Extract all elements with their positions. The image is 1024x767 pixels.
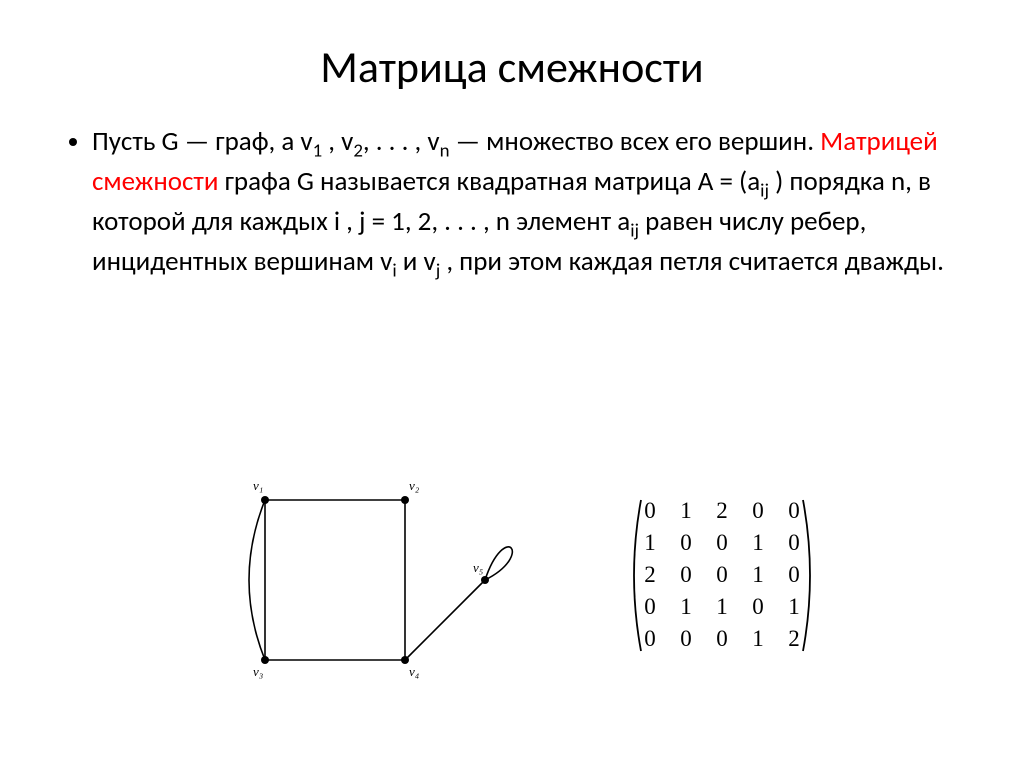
right-paren-icon xyxy=(801,498,819,653)
left-paren-icon xyxy=(625,498,643,653)
text-frag: Пусть G — граф, а v xyxy=(92,125,313,158)
matrix-cell: 0 xyxy=(679,626,693,652)
matrix-cell: 1 xyxy=(751,626,765,652)
graph-node-label: v₅ xyxy=(473,560,483,575)
graph-diagram: v₁ v₂ v₃ v₄ v₅ xyxy=(205,460,545,690)
graph-node xyxy=(401,656,409,664)
graph-node xyxy=(401,496,409,504)
matrix-cell: 0 xyxy=(679,562,693,588)
text-frag: , при этом каждая петля считается дважды… xyxy=(440,245,944,278)
matrix-cell: 1 xyxy=(751,530,765,556)
matrix-cell: 0 xyxy=(643,594,657,620)
text-frag: , . . . , v xyxy=(363,125,440,158)
matrix-cell: 0 xyxy=(715,562,729,588)
matrix-cell: 0 xyxy=(751,498,765,524)
definition-bullet: Пусть G — граф, а v1 , v2, . . . , vn — … xyxy=(92,124,964,284)
graph-node xyxy=(261,656,269,664)
graph-edge xyxy=(485,547,512,580)
matrix-cell: 0 xyxy=(787,530,801,556)
matrix-cell: 1 xyxy=(679,594,693,620)
graph-edge xyxy=(405,580,485,660)
slide-title: Матрица смежности xyxy=(60,40,964,94)
matrix-cell: 0 xyxy=(715,626,729,652)
sub: 1 xyxy=(313,139,323,162)
matrix-cell: 0 xyxy=(643,626,657,652)
matrix-grid: 0120010010200100110100012 xyxy=(643,498,801,652)
graph-node xyxy=(261,496,269,504)
text-frag: , v xyxy=(322,125,353,158)
graph-node-label: v₃ xyxy=(253,664,263,679)
matrix-cell: 2 xyxy=(643,562,657,588)
matrix-cell: 2 xyxy=(715,498,729,524)
sub: n xyxy=(440,139,450,162)
matrix-cell: 0 xyxy=(787,498,801,524)
matrix-cell: 1 xyxy=(751,562,765,588)
body-list: Пусть G — граф, а v1 , v2, . . . , vn — … xyxy=(60,124,964,284)
matrix-cell: 1 xyxy=(715,594,729,620)
matrix-cell: 1 xyxy=(679,498,693,524)
text-frag: — множество всех его вершин. xyxy=(450,125,821,158)
matrix-cell: 2 xyxy=(787,626,801,652)
matrix-cell: 0 xyxy=(751,594,765,620)
adjacency-matrix: 0120010010200100110100012 xyxy=(625,498,819,653)
text-frag: графа G называется квадратная матрица A … xyxy=(218,165,760,198)
sub: ij xyxy=(760,179,769,202)
sub: ij xyxy=(630,219,639,242)
text-frag: и v xyxy=(397,245,436,278)
sub: 2 xyxy=(353,139,363,162)
figure-area: v₁v₂v₃v₄v₅ 0120010010200100110100012 xyxy=(0,460,1024,690)
graph-edge xyxy=(249,500,265,660)
matrix-cell: 1 xyxy=(787,594,801,620)
graph-node-label: v₁ xyxy=(253,478,263,493)
matrix-cell: 0 xyxy=(787,562,801,588)
graph-node-label: v₄ xyxy=(409,664,420,679)
matrix-cell: 0 xyxy=(715,530,729,556)
matrix-cell: 0 xyxy=(679,530,693,556)
graph-node-label: v₂ xyxy=(409,478,420,493)
graph-node xyxy=(481,576,489,584)
matrix-cell: 0 xyxy=(643,498,657,524)
matrix-cell: 1 xyxy=(643,530,657,556)
